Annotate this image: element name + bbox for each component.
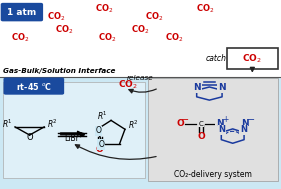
Text: N: N	[218, 125, 225, 134]
Text: CO$_2$: CO$_2$	[145, 11, 164, 23]
Bar	[0, 0, 281, 77]
Text: CO$_2$: CO$_2$	[95, 2, 113, 15]
Text: N: N	[193, 83, 201, 92]
Text: $R^2$: $R^2$	[47, 117, 58, 130]
Text: CO$_2$: CO$_2$	[131, 23, 150, 36]
Text: O: O	[98, 140, 104, 149]
FancyBboxPatch shape	[227, 48, 278, 69]
Bar	[0, 77, 281, 189]
Text: $R^1$: $R^1$	[1, 117, 12, 130]
Text: CO$_2$: CO$_2$	[243, 52, 262, 65]
Text: O: O	[96, 126, 101, 135]
Text: N: N	[216, 119, 224, 128]
Text: CO₂-delivery system: CO₂-delivery system	[174, 170, 252, 179]
Text: CO$_2$: CO$_2$	[196, 2, 214, 15]
Text: −: −	[181, 115, 189, 125]
Text: $R^2$: $R^2$	[128, 119, 139, 131]
Bar	[3, 82, 145, 178]
Text: O: O	[96, 145, 104, 154]
Text: CO$_2$: CO$_2$	[165, 32, 183, 44]
Text: O: O	[176, 119, 184, 128]
Text: CO$_2$: CO$_2$	[118, 79, 138, 91]
FancyBboxPatch shape	[3, 77, 64, 95]
Text: CO$_2$: CO$_2$	[98, 32, 116, 44]
Text: 1 atm: 1 atm	[7, 8, 36, 17]
Text: CO$_2$: CO$_2$	[55, 24, 74, 36]
Text: N: N	[240, 125, 247, 134]
Text: rt-45 $^o$C: rt-45 $^o$C	[16, 81, 52, 92]
Text: N: N	[218, 83, 225, 92]
Text: O: O	[197, 132, 205, 141]
Text: C: C	[199, 121, 203, 127]
Text: $R^1$: $R^1$	[97, 110, 108, 122]
Text: CO$_2$: CO$_2$	[10, 32, 29, 44]
Text: CO$_2$: CO$_2$	[47, 11, 65, 23]
FancyBboxPatch shape	[1, 3, 43, 21]
Text: LiBr: LiBr	[64, 134, 79, 143]
Text: N: N	[241, 119, 249, 128]
Text: +: +	[223, 115, 229, 124]
Text: O: O	[26, 133, 33, 142]
Bar	[148, 78, 278, 181]
Text: release: release	[127, 75, 153, 81]
Text: catch: catch	[206, 54, 227, 63]
Text: Gas-Bulk/Solution Interface: Gas-Bulk/Solution Interface	[3, 68, 115, 74]
Text: −: −	[247, 115, 255, 125]
